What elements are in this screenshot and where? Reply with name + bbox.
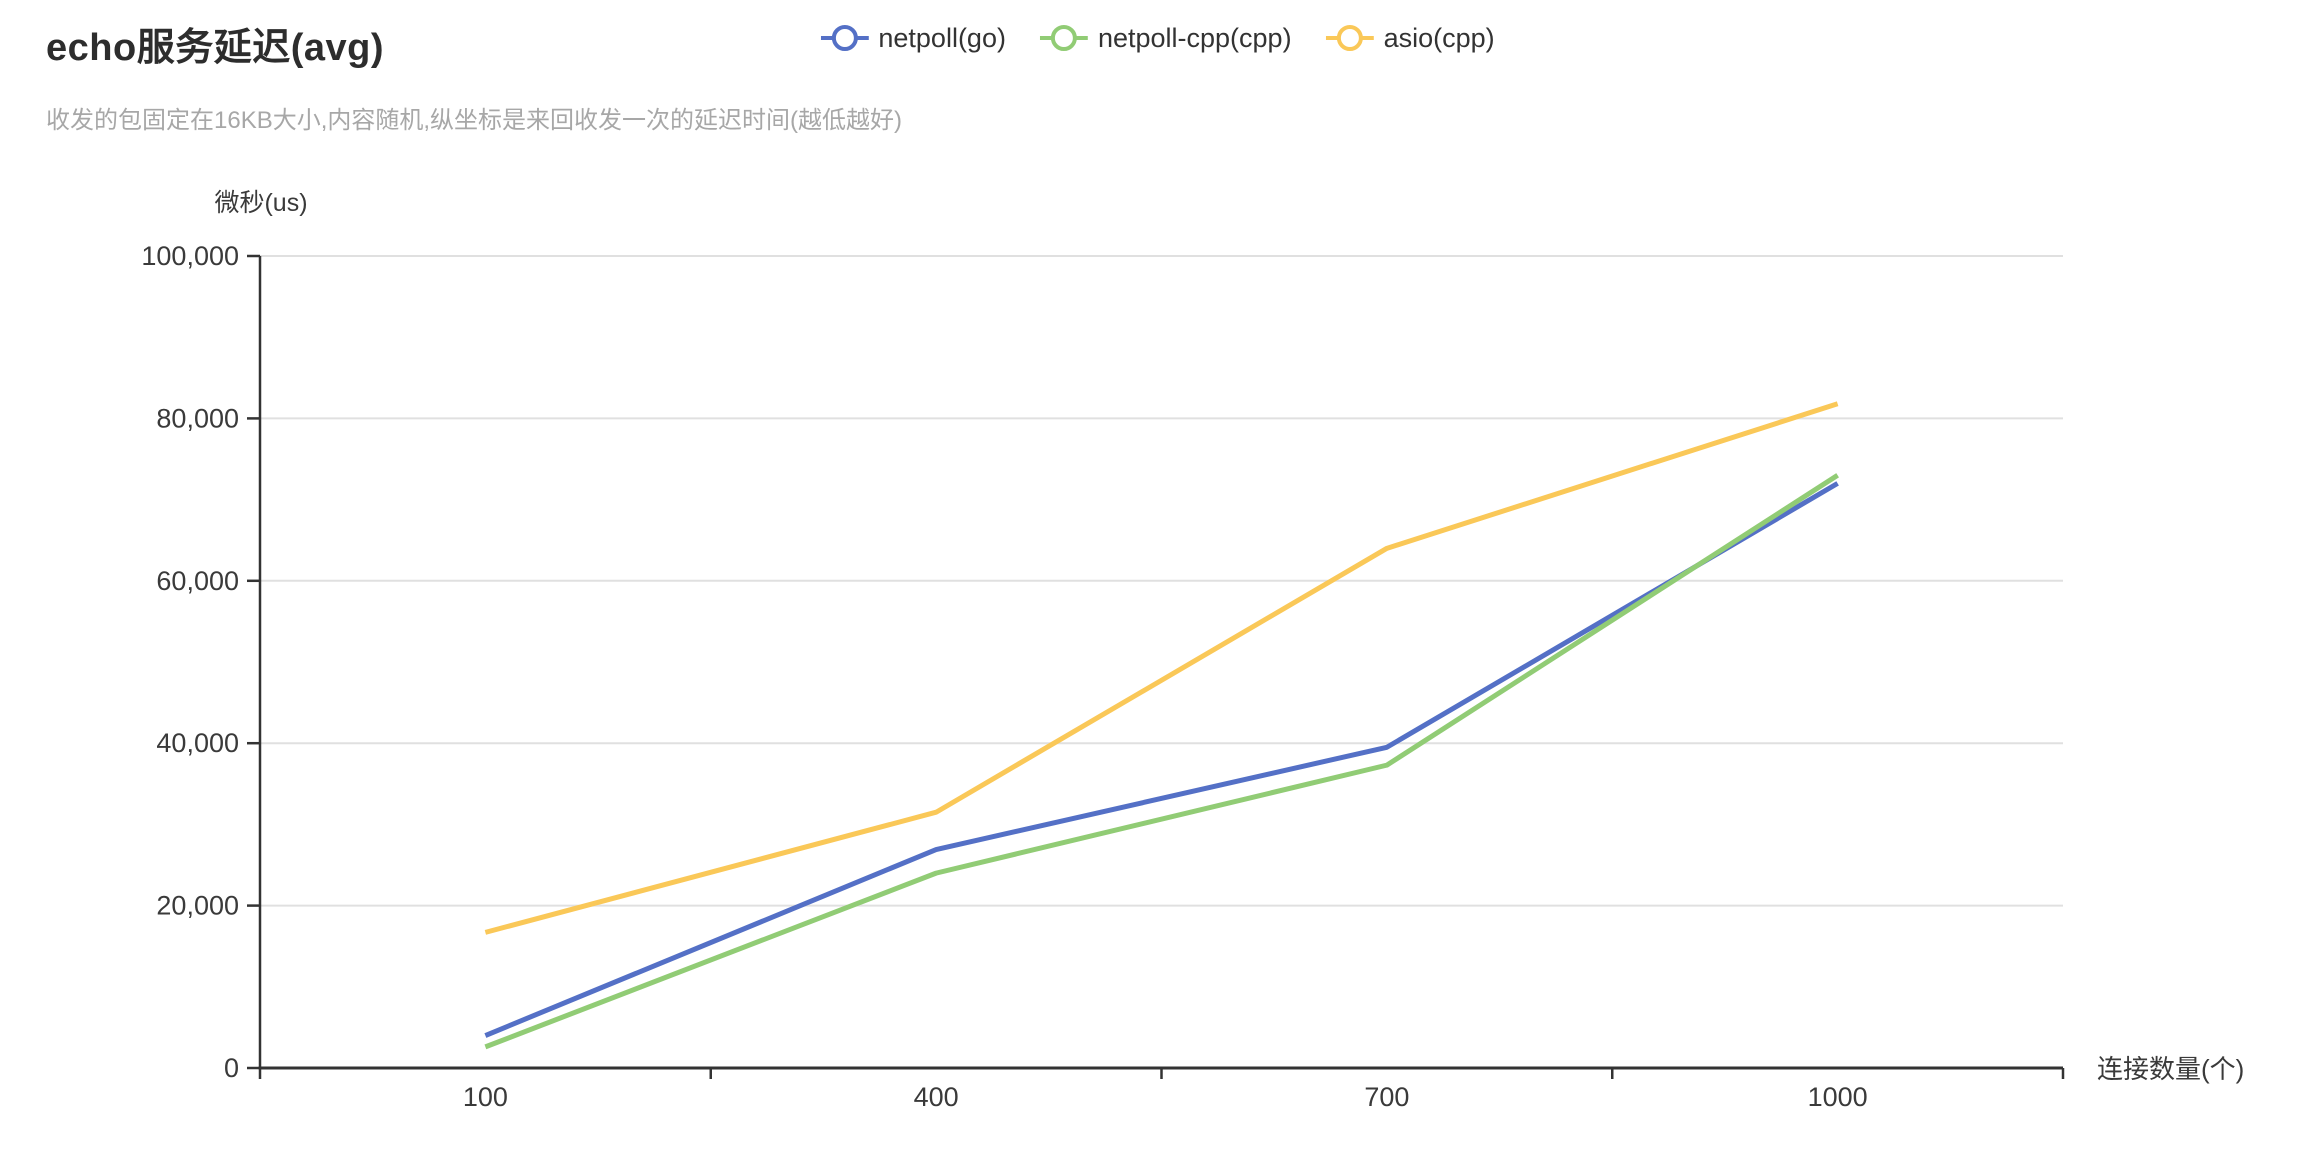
y-tick-label: 0 bbox=[224, 1053, 239, 1083]
x-tick-label: 1000 bbox=[1808, 1082, 1868, 1112]
series-line-asio-cpp- bbox=[484, 401, 1839, 935]
legend-item-netpoll-cpp-cpp-[interactable]: netpoll-cpp(cpp) bbox=[1039, 22, 1292, 54]
y-tick-label: 100,000 bbox=[141, 241, 239, 271]
y-tick-label: 40,000 bbox=[156, 728, 239, 758]
chart-title: echo服务延迟(avg) bbox=[46, 27, 384, 69]
legend-label: netpoll(go) bbox=[878, 22, 1006, 53]
y-axis-name: 微秒(us) bbox=[214, 189, 307, 217]
x-tick-label: 100 bbox=[463, 1082, 508, 1112]
y-tick-label: 60,000 bbox=[156, 566, 239, 596]
legend-line-circle-icon bbox=[1039, 25, 1088, 51]
x-axis-name: 连接数量(个) bbox=[2097, 1054, 2244, 1084]
chart-subtitle: 收发的包固定在16KB大小,内容随机,纵坐标是来回收发一次的延迟时间(越低越好) bbox=[46, 107, 903, 134]
y-tick-label: 80,000 bbox=[156, 403, 239, 433]
legend-item-netpoll-go-[interactable]: netpoll(go) bbox=[820, 22, 1006, 54]
x-tick-label: 400 bbox=[914, 1082, 959, 1112]
legend: netpoll(go) netpoll-cpp(cpp) asio(cpp) bbox=[820, 22, 1495, 54]
legend-line-circle-icon bbox=[820, 25, 869, 51]
x-tick-label: 700 bbox=[1364, 1082, 1409, 1112]
y-tick-label: 20,000 bbox=[156, 891, 239, 921]
legend-item-asio-cpp-[interactable]: asio(cpp) bbox=[1325, 22, 1495, 54]
series-line-netpoll-go- bbox=[484, 481, 1839, 1038]
legend-label: asio(cpp) bbox=[1383, 22, 1495, 53]
legend-label: netpoll-cpp(cpp) bbox=[1097, 22, 1292, 53]
legend-line-circle-icon bbox=[1325, 25, 1374, 51]
series-line-netpoll-cpp-cpp- bbox=[484, 473, 1839, 1050]
